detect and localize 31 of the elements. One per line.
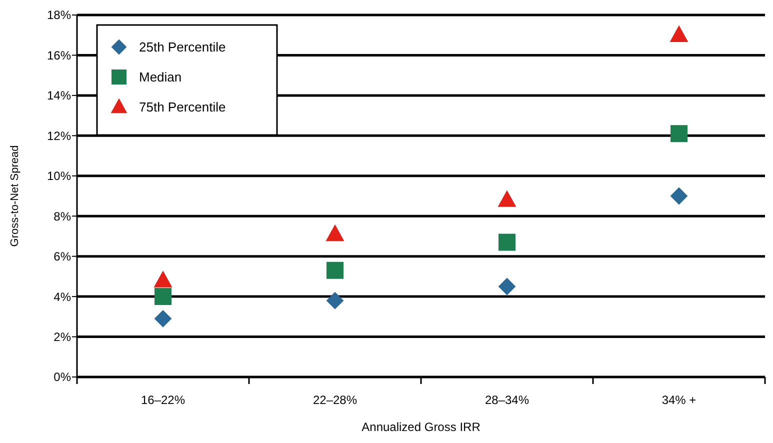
point	[670, 188, 688, 204]
point	[154, 271, 172, 288]
y-tick-label: 6%	[54, 250, 72, 264]
y-tick-label: 10%	[46, 169, 72, 184]
y-tick-label: 18%	[46, 8, 72, 22]
point	[154, 310, 172, 328]
point	[154, 288, 172, 306]
legend-label: 25th Percentile	[139, 40, 226, 55]
x-tick-label: 22–28%	[312, 393, 358, 407]
x-axis-title: Annualized Gross IRR	[362, 420, 481, 434]
y-tick-label: 0%	[54, 370, 72, 384]
y-tick-label: 12%	[46, 128, 72, 143]
x-tick-label: 28–34%	[484, 393, 530, 407]
y-tick-label: 16%	[46, 48, 72, 62]
y-tick-label: 8%	[54, 209, 72, 224]
point	[670, 26, 688, 42]
y-tick-label: 2%	[54, 330, 72, 344]
legend-label: 75th Percentile	[139, 100, 226, 115]
y-axis-title: Gross-to-Net Spread	[9, 145, 21, 247]
point	[326, 292, 344, 310]
point	[326, 224, 344, 242]
point	[326, 262, 344, 279]
legend-label: Median	[139, 70, 182, 85]
x-tick-label: 16–22%	[140, 393, 186, 407]
point	[498, 190, 516, 207]
x-tick-label: 34% +	[662, 393, 696, 407]
point	[498, 278, 516, 295]
point	[498, 234, 516, 251]
point	[670, 125, 688, 142]
y-tick-label: 4%	[54, 290, 72, 304]
y-tick-label: 14%	[46, 88, 72, 103]
